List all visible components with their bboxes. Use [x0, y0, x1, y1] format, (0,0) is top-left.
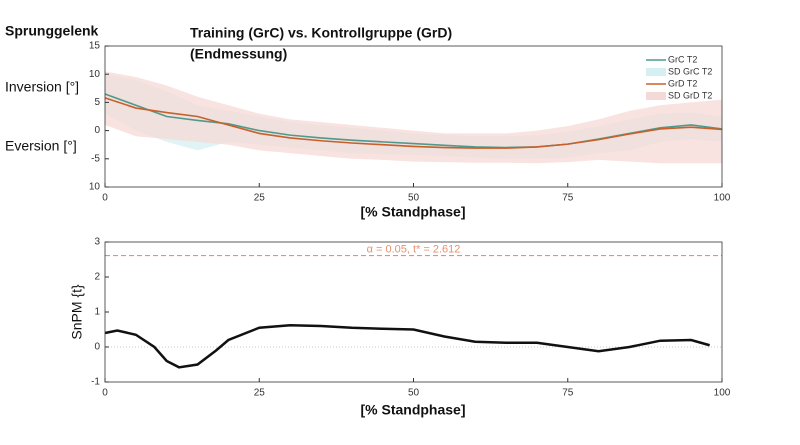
sd-band [105, 71, 722, 164]
x-tick-label: 100 [714, 388, 731, 399]
plot-frame [104, 241, 723, 383]
x-tick-label: 25 [254, 388, 266, 399]
y-axis-label: Eversion [°] [5, 138, 77, 154]
chart-title: (Endmessung) [190, 46, 287, 62]
y-axis-label: Inversion [°] [5, 79, 79, 95]
y-tick-label: 15 [89, 41, 101, 52]
panel-label: Sprunggelenk [5, 23, 99, 39]
y-tick-label: 5 [94, 97, 100, 108]
legend-swatch [646, 68, 666, 76]
x-tick-label: 75 [562, 388, 574, 399]
x-tick-label: 50 [408, 193, 420, 204]
legend-swatch [646, 92, 666, 100]
x-axis-label: [% Standphase] [360, 402, 465, 418]
x-tick-label: 50 [408, 388, 420, 399]
y-tick-label: 3 [94, 237, 100, 248]
y-tick-label: -1 [91, 377, 100, 388]
x-tick-label: 75 [562, 193, 574, 204]
x-tick-label: 25 [254, 193, 266, 204]
y-axis-label: SnPM {t} [69, 284, 85, 340]
y-tick-label: 2 [94, 272, 100, 283]
legend-label: GrC T2 [668, 54, 697, 64]
x-tick-label: 0 [102, 193, 108, 204]
y-tick-label: 10 [89, 182, 101, 193]
legend-label: GrD T2 [668, 78, 697, 88]
data-line [104, 324, 711, 369]
legend-label: SD GrC T2 [668, 66, 712, 76]
x-tick-label: 0 [102, 388, 108, 399]
annotation: α = 0.05, t* = 2.612 [367, 243, 461, 255]
data-line [104, 97, 723, 149]
x-tick-label: 100 [714, 193, 731, 204]
x-axis-label: [% Standphase] [360, 204, 465, 220]
y-tick-label: -5 [91, 153, 100, 164]
y-tick-label: 0 [94, 342, 100, 353]
y-tick-label: 0 [94, 125, 100, 136]
chart-title: Training (GrC) vs. Kontrollgruppe (GrD) [190, 25, 452, 41]
y-tick-label: 1 [94, 307, 100, 318]
y-tick-label: 10 [89, 69, 101, 80]
legend-label: SD GrD T2 [668, 90, 712, 100]
